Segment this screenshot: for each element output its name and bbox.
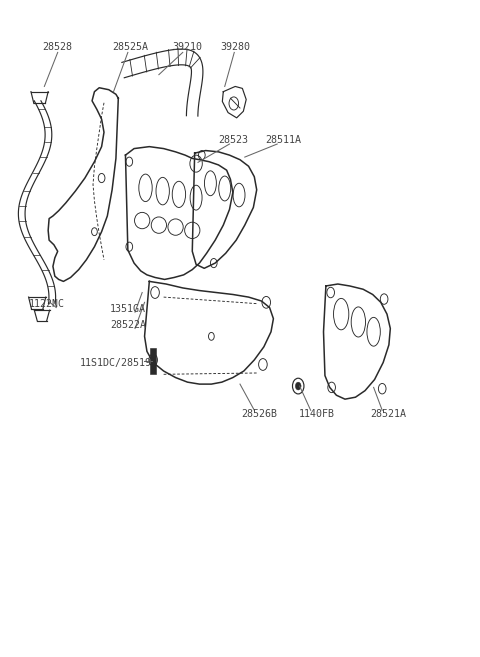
Text: 39210: 39210 bbox=[172, 42, 203, 52]
Text: 1351GA: 1351GA bbox=[110, 304, 146, 314]
Text: 28523: 28523 bbox=[218, 135, 248, 145]
Text: 39280: 39280 bbox=[220, 42, 250, 52]
Bar bbox=[150, 348, 156, 374]
Text: 28528: 28528 bbox=[43, 42, 72, 52]
Text: 1122NC: 1122NC bbox=[29, 299, 65, 309]
Text: 28526B: 28526B bbox=[241, 409, 277, 419]
Text: 28521A: 28521A bbox=[370, 409, 406, 419]
Text: 1140FB: 1140FB bbox=[299, 409, 335, 419]
Text: 11S1DC/28519: 11S1DC/28519 bbox=[80, 357, 152, 367]
Circle shape bbox=[295, 382, 301, 390]
Text: 28525A: 28525A bbox=[112, 42, 148, 52]
Text: 28522A: 28522A bbox=[110, 320, 146, 330]
Text: 28511A: 28511A bbox=[265, 135, 301, 145]
